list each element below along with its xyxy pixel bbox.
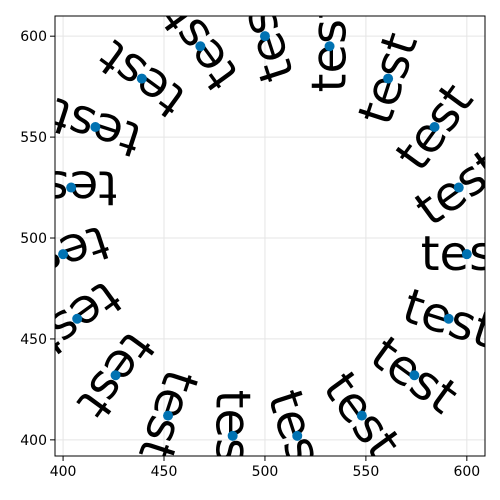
data-point (259, 31, 270, 42)
data-point (292, 430, 303, 441)
data-point (58, 249, 69, 260)
data-point (383, 73, 394, 84)
y-axis-tick-labels: 400 450 500 550 600 (20, 29, 47, 449)
x-tick-label: 450 (151, 464, 178, 480)
data-point (227, 430, 238, 441)
x-tick-label: 550 (353, 464, 380, 480)
y-tick-label: 450 (20, 332, 47, 348)
axis-ticks (50, 35, 468, 461)
point-text-label: test (302, 0, 358, 92)
data-points (58, 31, 472, 441)
x-tick-label: 400 (50, 464, 77, 480)
data-point (90, 122, 101, 133)
x-tick-label: 600 (453, 464, 480, 480)
data-point (163, 410, 174, 421)
data-point (356, 410, 367, 421)
point-text-label: test (421, 226, 500, 282)
y-tick-label: 550 (20, 130, 47, 146)
data-point (195, 41, 206, 52)
data-point (136, 73, 147, 84)
grid-lines (55, 16, 485, 456)
y-tick-label: 500 (20, 231, 47, 247)
data-point (453, 182, 464, 193)
data-point (66, 182, 77, 193)
data-point (72, 313, 83, 324)
y-tick-label: 600 (20, 29, 47, 45)
data-point (429, 122, 440, 133)
point-labels: testtesttesttesttesttesttesttesttesttest… (25, 0, 500, 482)
plot-area: testtesttesttesttesttesttesttesttesttest… (25, 0, 500, 482)
x-tick-label: 500 (252, 464, 279, 480)
point-text-label: test (205, 390, 261, 482)
point-text-label: test (25, 160, 117, 216)
plot-frame (54, 15, 486, 457)
data-point (443, 313, 454, 324)
x-axis-tick-labels: 400 450 500 550 600 (50, 464, 480, 480)
y-tick-label: 400 (20, 433, 47, 449)
data-point (110, 370, 121, 381)
data-point (324, 41, 335, 52)
data-point (409, 370, 420, 381)
data-point (461, 249, 472, 260)
